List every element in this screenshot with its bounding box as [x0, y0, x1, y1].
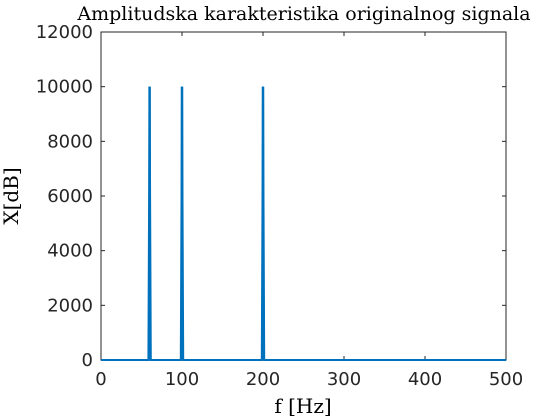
x-tick-label: 500 [489, 369, 523, 390]
x-tick-label: 400 [408, 369, 442, 390]
y-tick-label: 4000 [47, 241, 93, 262]
spectrum-line [101, 86, 506, 361]
chart-title: Amplitudska karakteristika originalnog s… [76, 3, 530, 25]
y-axis-label: X[dB] [0, 167, 23, 224]
x-tick-label: 300 [327, 369, 361, 390]
y-tick-label: 8000 [47, 131, 93, 152]
x-axis-label: f [Hz] [274, 394, 331, 418]
x-tick-label: 200 [246, 369, 280, 390]
axes-box [100, 31, 507, 361]
y-tick-label: 0 [82, 350, 93, 371]
x-tick-label: 100 [165, 369, 199, 390]
x-tick-label: 0 [95, 369, 106, 390]
plot-area: 0 100 200 300 400 500 0 2000 4000 6000 8000 10000 12… [36, 22, 523, 390]
y-tick-label: 6000 [47, 186, 93, 207]
y-tick-label: 12000 [36, 22, 93, 43]
y-tick-label: 10000 [36, 77, 93, 98]
y-tick-label: 2000 [47, 295, 93, 316]
